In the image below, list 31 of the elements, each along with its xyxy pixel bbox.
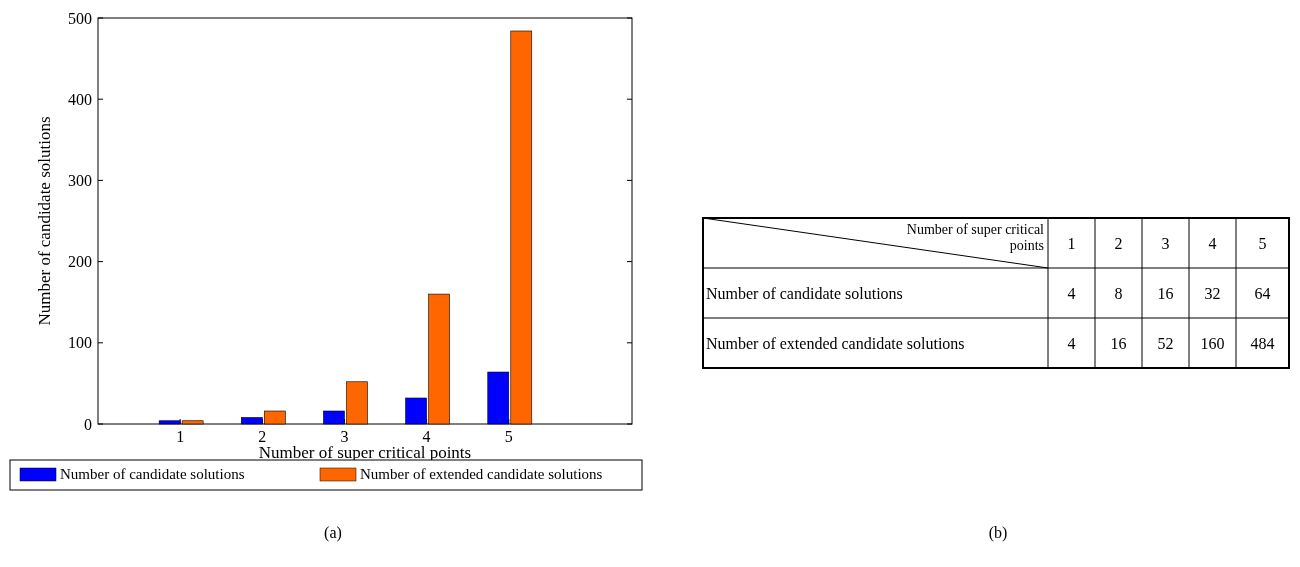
- data-label: 16: [1157, 284, 1174, 302]
- x-tick-label: 4: [1208, 234, 1217, 252]
- text: (a): [324, 524, 342, 542]
- y-tick-label: 400: [68, 90, 92, 108]
- x-tick-label: 5: [504, 428, 513, 445]
- x-tick-label: 3: [340, 428, 349, 445]
- data-label: 160: [1200, 334, 1225, 352]
- y-tick-label: 300: [68, 172, 92, 189]
- x-tick-label: 2: [1114, 234, 1123, 252]
- x-tick-label: 5: [1258, 234, 1267, 252]
- data-label: 484: [1250, 334, 1275, 352]
- data-label: 52: [1157, 334, 1174, 352]
- y-tick-label: 0: [84, 415, 92, 433]
- x-tick-label: 1: [176, 428, 185, 445]
- data-label: 32: [1204, 284, 1221, 302]
- text: (b): [988, 524, 1008, 542]
- x-axis-title: Number of super critical points: [258, 443, 472, 462]
- x-tick-label: 2: [258, 428, 267, 445]
- data-label: 16: [1110, 334, 1127, 352]
- x-axis-title: Number of super critical points: [906, 222, 1045, 253]
- data-label: 64: [1254, 284, 1271, 302]
- y-tick-label: 500: [68, 9, 92, 27]
- x-tick-label: 4: [422, 428, 431, 445]
- y-tick-label: 100: [68, 334, 92, 352]
- x-tick-label: 3: [1161, 234, 1170, 252]
- data-label: 4: [1067, 334, 1076, 352]
- x-tick-label: 1: [1067, 234, 1076, 252]
- data-label: 8: [1114, 284, 1123, 302]
- y-tick-label: 200: [68, 253, 92, 271]
- legend-label: Number of extended candidate solutions: [360, 466, 603, 483]
- data-label: 4: [1067, 284, 1076, 302]
